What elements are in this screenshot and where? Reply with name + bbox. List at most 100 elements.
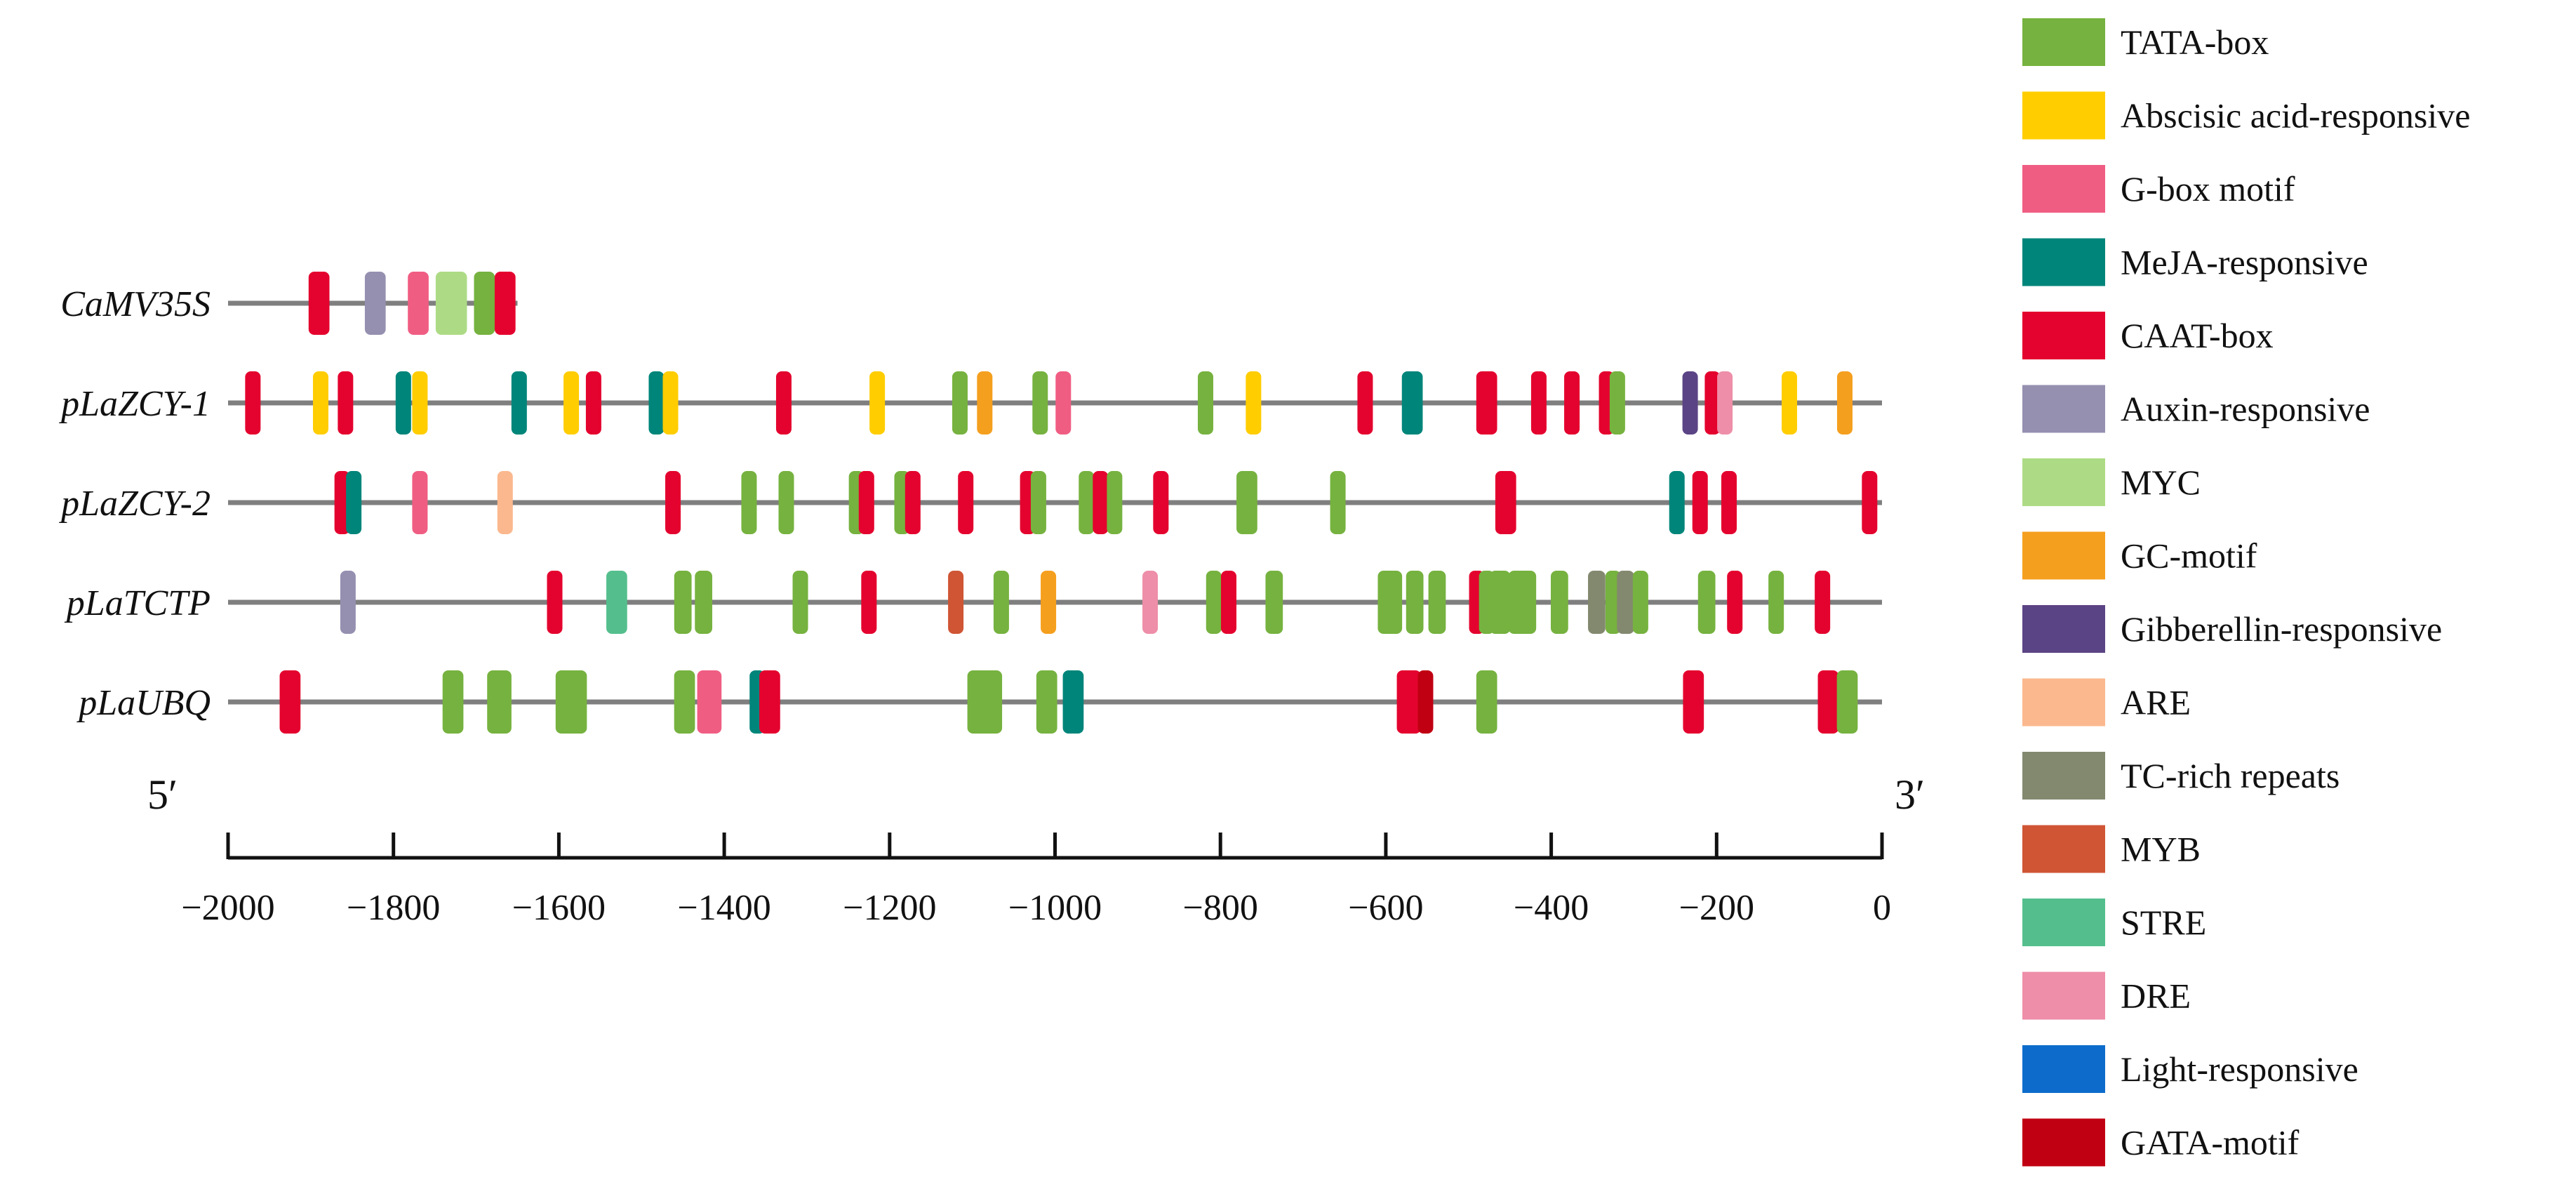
element-tata-box [778, 471, 794, 534]
element-tata-box [1836, 670, 1858, 734]
legend-label: G-box motif [2121, 169, 2295, 208]
axis-tick-label: −600 [1348, 888, 1423, 928]
element-tata-box [1406, 571, 1424, 634]
element-dre [1717, 371, 1733, 435]
element-abscisic-acid-responsive [563, 371, 580, 435]
element-caat-box [245, 371, 261, 435]
axis-tick-label: −400 [1514, 888, 1589, 928]
legend-item-light-responsive: Light-responsive [2022, 1045, 2358, 1093]
element-caat-box [1564, 371, 1580, 435]
element-tata-box [1197, 371, 1213, 435]
element-caat-box [1721, 471, 1737, 534]
element-g-box-motif [697, 670, 722, 734]
element-tc-rich-repeats [1617, 571, 1635, 634]
element-tata-box [674, 670, 695, 734]
element-gibberellin-responsive [1682, 371, 1698, 435]
promoter-name: pLaUBQ [76, 683, 211, 723]
element-tata-box [487, 670, 512, 734]
legend-swatch [2022, 18, 2105, 66]
element-gata-motif [1417, 670, 1434, 734]
legend-label: GC-motif [2121, 536, 2257, 576]
element-tata-box [474, 272, 495, 335]
legend-swatch [2022, 91, 2105, 140]
element-caat-box [1815, 571, 1831, 634]
element-abscisic-acid-responsive [312, 371, 328, 435]
element-tata-box [1206, 571, 1222, 634]
legend-swatch [2022, 752, 2105, 800]
legend-label: MYC [2121, 463, 2201, 502]
element-tata-box [1079, 471, 1095, 534]
element-meja-responsive [346, 471, 362, 534]
axis-tick-label: −1200 [843, 888, 936, 928]
legend-label: STRE [2121, 903, 2206, 942]
legend-label: ARE [2121, 683, 2191, 722]
legend-item-stre: STRE [2022, 898, 2206, 946]
element-abscisic-acid-responsive [1246, 371, 1262, 435]
element-tata-box [1032, 371, 1048, 435]
axis-tick-label: −1400 [677, 888, 770, 928]
element-caat-box [1495, 471, 1516, 534]
legend-label: MeJA-responsive [2121, 243, 2368, 282]
legend-item-caat-box: CAAT-box [2022, 312, 2274, 359]
element-gc-motif [1041, 571, 1057, 634]
element-gc-motif [977, 371, 993, 435]
element-caat-box [1357, 371, 1373, 435]
element-tata-box [1377, 571, 1403, 634]
element-tata-box [1236, 471, 1257, 534]
legend-item-gc-motif: GC-motif [2022, 531, 2257, 580]
element-caat-box [861, 571, 877, 634]
promoter-name: pLaTCTP [64, 583, 211, 623]
element-caat-box [858, 471, 874, 534]
promoter-row-plazcy-1: pLaZCY-1 [58, 371, 1882, 435]
legend-item-g-box-motif: G-box motif [2022, 165, 2295, 213]
legend-swatch [2022, 531, 2105, 580]
legend-swatch [2022, 312, 2105, 359]
element-tata-box [967, 670, 1003, 734]
legend-swatch [2022, 1045, 2105, 1093]
axis-tick-label: −200 [1679, 888, 1754, 928]
element-caat-box [1220, 571, 1236, 634]
element-caat-box [1530, 371, 1547, 435]
element-abscisic-acid-responsive [1782, 371, 1798, 435]
legend-swatch [2022, 238, 2105, 286]
legend: TATA-box Abscisic acid-responsive G-box mo… [2022, 18, 2470, 1167]
promoter-row-plaubq: pLaUBQ [76, 670, 1882, 734]
legend-swatch [2022, 385, 2105, 433]
axis-tick-label: −1800 [347, 888, 440, 928]
element-caat-box [1683, 670, 1704, 734]
promoter-name: CaMV35S [60, 284, 211, 324]
legend-label: Abscisic acid-responsive [2121, 96, 2470, 135]
legend-item-auxin-responsive: Auxin-responsive [2022, 385, 2370, 433]
element-caat-box [1704, 371, 1721, 435]
promoter-name: pLaZCY-1 [58, 384, 211, 424]
legend-swatch [2022, 165, 2105, 213]
element-abscisic-acid-responsive [412, 371, 428, 435]
element-tata-box [741, 471, 757, 534]
element-tata-box [1265, 571, 1283, 634]
element-caat-box [547, 571, 563, 634]
element-tata-box [1697, 571, 1716, 634]
legend-item-dre: DRE [2022, 972, 2191, 1020]
promoter-row-platctp: pLaTCTP [64, 571, 1882, 634]
legend-label: DRE [2121, 976, 2191, 1016]
element-caat-box [338, 371, 354, 435]
legend-item-tc-rich-repeats: TC-rich repeats [2022, 752, 2340, 800]
legend-item-gibberellin-responsive: Gibberellin-responsive [2022, 605, 2442, 653]
legend-swatch [2022, 458, 2105, 506]
position-axis: 5′ 3′ −2000 −1800 −1600 −1400 −1200 −1000 −800… [147, 771, 1925, 928]
legend-item-meja-responsive: MeJA-responsive [2022, 238, 2368, 286]
legend-label: MYB [2121, 830, 2201, 869]
element-tata-box [1508, 571, 1537, 634]
element-tata-box [442, 670, 464, 734]
element-caat-box [1727, 571, 1743, 634]
legend-swatch [2022, 825, 2105, 873]
promoter-rows: CaMV35S pLaZCY-1 pLaZCY-2 pLaTCTP pLaUBQ [58, 272, 1882, 734]
five-prime-label: 5′ [147, 771, 178, 818]
axis-tick-label: −2000 [181, 888, 274, 928]
element-caat-box [1817, 670, 1839, 734]
legend-swatch [2022, 678, 2105, 727]
element-meja-responsive [1669, 471, 1685, 534]
element-caat-box [665, 471, 681, 534]
element-caat-box [958, 471, 974, 534]
element-myb [948, 571, 964, 634]
